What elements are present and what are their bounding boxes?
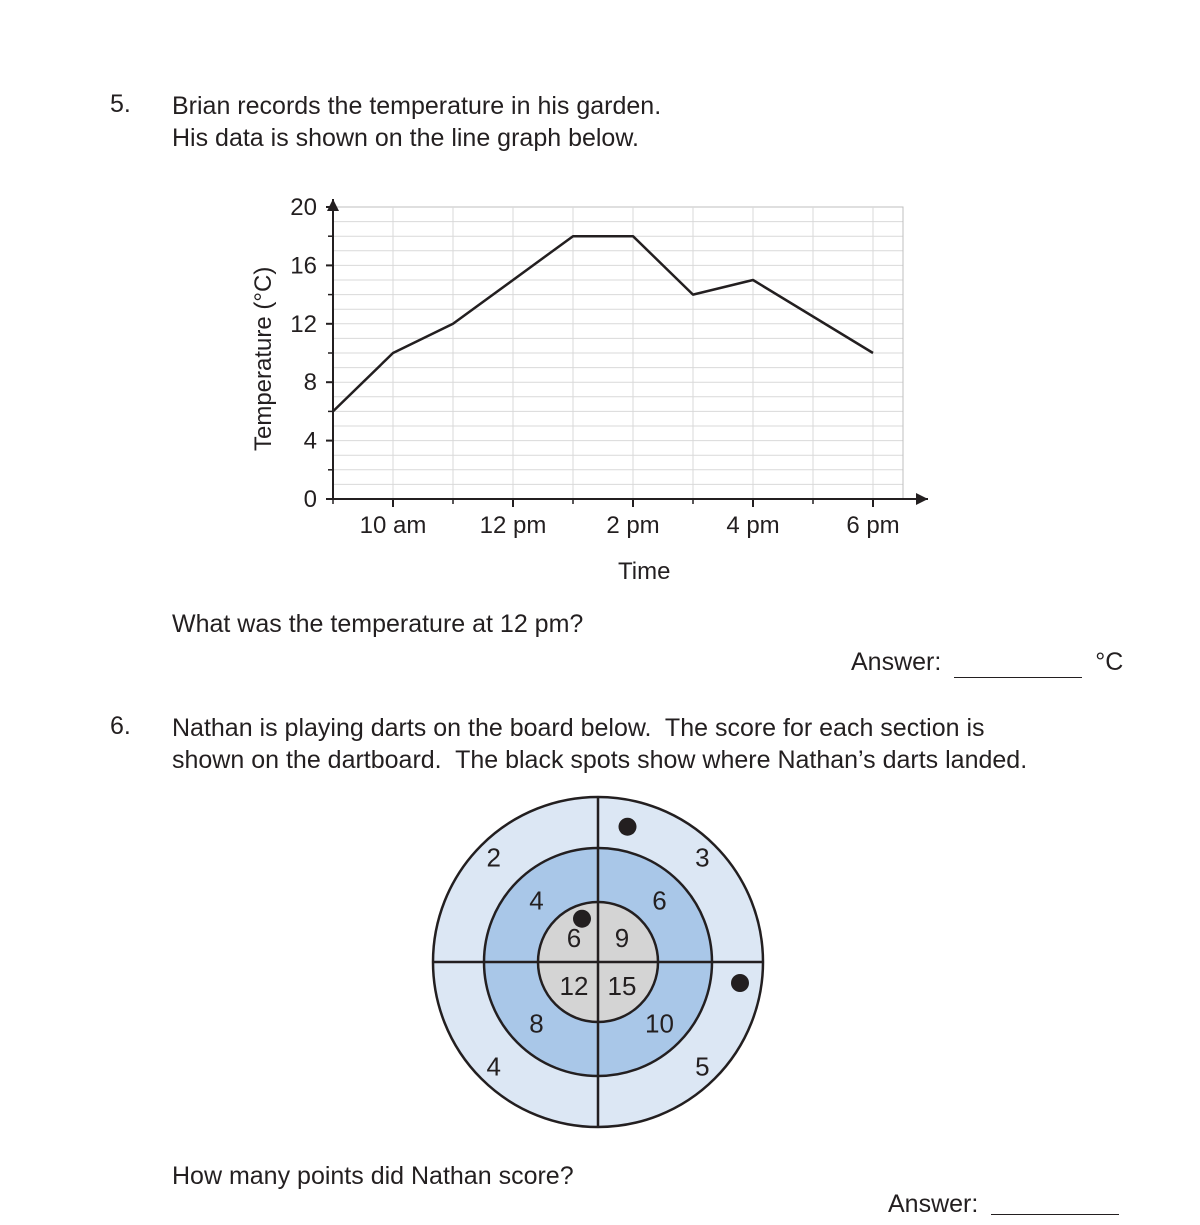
svg-text:4: 4: [529, 886, 543, 916]
svg-text:6: 6: [567, 923, 581, 953]
svg-text:9: 9: [615, 923, 629, 953]
svg-text:8: 8: [529, 1009, 543, 1039]
svg-text:12: 12: [560, 971, 589, 1001]
svg-text:3: 3: [695, 843, 709, 873]
svg-text:6: 6: [652, 886, 666, 916]
svg-text:2: 2: [486, 843, 500, 873]
svg-text:10: 10: [645, 1009, 674, 1039]
svg-text:15: 15: [608, 971, 637, 1001]
svg-text:4: 4: [486, 1051, 500, 1081]
svg-text:5: 5: [695, 1051, 709, 1081]
